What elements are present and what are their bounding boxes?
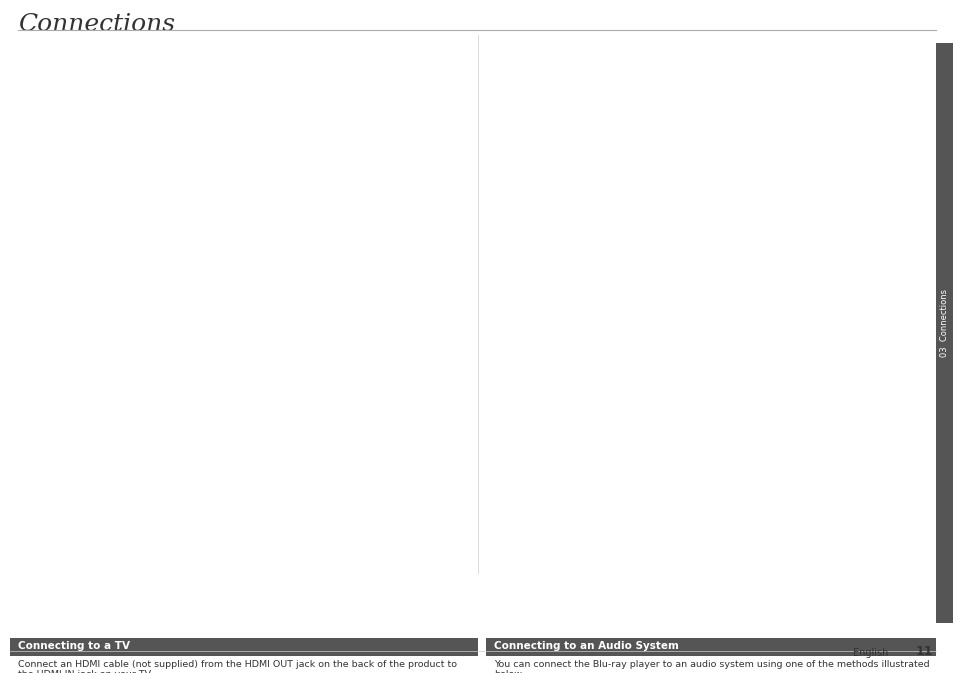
- Text: Connections: Connections: [18, 13, 175, 36]
- Text: Connect an HDMI cable (not supplied) from the HDMI OUT jack on the back of the p: Connect an HDMI cable (not supplied) fro…: [18, 660, 456, 673]
- Bar: [935, 43, 953, 623]
- Bar: [485, 638, 935, 656]
- Text: Connecting to a TV: Connecting to a TV: [18, 641, 130, 651]
- Text: 11: 11: [914, 645, 932, 658]
- Bar: [10, 638, 477, 656]
- Text: Connecting to an Audio System: Connecting to an Audio System: [494, 641, 679, 651]
- Text: 03  Connections: 03 Connections: [940, 289, 948, 357]
- Text: English: English: [852, 648, 887, 658]
- Text: You can connect the Blu-ray player to an audio system using one of the methods i: You can connect the Blu-ray player to an…: [494, 660, 928, 673]
